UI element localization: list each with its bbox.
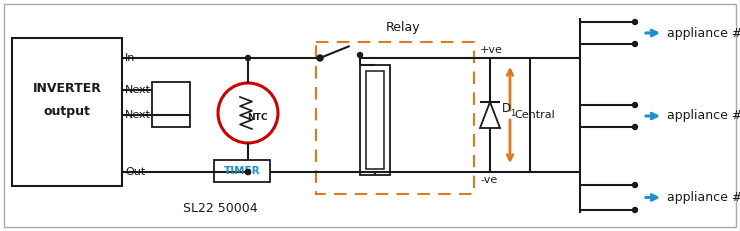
Text: Next: Next bbox=[125, 85, 151, 95]
Text: INVERTER: INVERTER bbox=[33, 82, 101, 94]
Text: Relay: Relay bbox=[386, 21, 420, 34]
Bar bbox=[316, 42, 474, 194]
Text: Next: Next bbox=[125, 110, 151, 120]
Bar bbox=[12, 38, 122, 186]
Text: appliance #2: appliance #2 bbox=[667, 109, 740, 122]
Text: +ve: +ve bbox=[480, 45, 503, 55]
Text: appliance #1: appliance #1 bbox=[667, 27, 740, 40]
Circle shape bbox=[317, 55, 323, 61]
Circle shape bbox=[357, 52, 363, 58]
Text: In: In bbox=[125, 53, 135, 63]
Circle shape bbox=[246, 170, 251, 174]
Circle shape bbox=[218, 83, 278, 143]
Circle shape bbox=[633, 125, 637, 130]
Text: SL22 50004: SL22 50004 bbox=[183, 201, 258, 215]
Text: -ve: -ve bbox=[480, 175, 497, 185]
Circle shape bbox=[633, 19, 637, 24]
Circle shape bbox=[633, 182, 637, 188]
Text: NTC: NTC bbox=[246, 112, 267, 122]
Text: output: output bbox=[44, 104, 90, 118]
Bar bbox=[152, 82, 190, 127]
Circle shape bbox=[317, 55, 323, 61]
Text: 1: 1 bbox=[510, 109, 515, 118]
Bar bbox=[366, 71, 384, 169]
Polygon shape bbox=[480, 102, 500, 128]
Bar bbox=[360, 65, 390, 175]
Bar bbox=[214, 160, 270, 182]
Text: Out: Out bbox=[125, 167, 145, 177]
Circle shape bbox=[633, 207, 637, 213]
Text: Central: Central bbox=[514, 110, 555, 120]
Text: appliance #3: appliance #3 bbox=[667, 191, 740, 204]
Text: D: D bbox=[502, 103, 511, 116]
Circle shape bbox=[246, 55, 251, 61]
Circle shape bbox=[633, 103, 637, 107]
Circle shape bbox=[633, 42, 637, 46]
Circle shape bbox=[246, 170, 251, 174]
Text: TIMER: TIMER bbox=[223, 166, 260, 176]
